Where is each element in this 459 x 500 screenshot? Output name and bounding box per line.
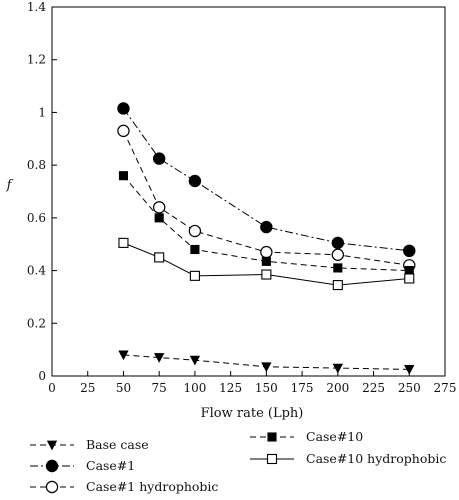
axes-frame — [51, 6, 446, 377]
data-point — [261, 256, 271, 266]
data-point — [188, 224, 202, 238]
legend-label: Case#10 — [306, 429, 363, 444]
series-case-10-hydrophobic — [118, 237, 415, 291]
data-point — [154, 353, 165, 363]
data-point — [189, 270, 200, 281]
series-base-case — [118, 350, 415, 375]
data-point — [118, 350, 129, 361]
y-axis-title: f — [6, 178, 14, 193]
data-point — [404, 273, 415, 284]
legend-label: Case#10 hydrophobic — [306, 451, 446, 466]
data-point — [261, 269, 272, 280]
data-point — [117, 124, 130, 138]
legend-marker — [45, 459, 59, 473]
x-tick-label: 75 — [152, 381, 167, 395]
series-line — [123, 130, 410, 266]
data-point — [333, 263, 343, 273]
data-point — [118, 171, 129, 181]
x-tick-label: 225 — [362, 381, 385, 395]
y-tick-label: 1.4 — [27, 0, 46, 14]
series-case-1 — [117, 102, 416, 258]
legend-item: Case#1 — [30, 458, 135, 473]
x-tick-label: 125 — [219, 381, 242, 395]
data-point — [331, 236, 345, 250]
x-tick-label: 275 — [434, 381, 457, 395]
data-point — [404, 365, 415, 375]
data-point — [403, 244, 416, 258]
x-tick-label: 250 — [398, 381, 421, 395]
data-point — [332, 280, 343, 291]
legend-marker — [267, 432, 277, 442]
x-tick-label: 25 — [80, 381, 95, 395]
y-tick-label: 1.2 — [27, 53, 46, 67]
data-point — [332, 363, 343, 374]
series-case-1-hydrophobic — [117, 124, 416, 272]
data-point — [404, 266, 414, 276]
y-tick-label: 0 — [38, 369, 46, 383]
data-point — [154, 252, 165, 263]
data-point — [260, 245, 273, 259]
data-point — [152, 201, 166, 214]
y-tick-label: 0.8 — [27, 158, 46, 172]
legend-label: Case#1 hydrophobic — [86, 479, 218, 494]
legend-item: Case#10 hydrophobic — [250, 451, 446, 466]
data-point — [331, 248, 345, 261]
legend-item: Case#1 hydrophobic — [30, 479, 218, 494]
data-point — [189, 355, 201, 366]
legend-label: Base case — [86, 437, 149, 452]
y-tick-label: 0.6 — [27, 211, 46, 225]
data-point — [154, 213, 164, 223]
x-axis-title: Flow rate (Lph) — [201, 406, 304, 421]
data-point — [118, 237, 129, 248]
y-tick-label: 0.4 — [27, 264, 46, 278]
data-point — [261, 362, 272, 373]
plot-area: 0 25 50 75 100 125 150 175 200 225 250 275 0 0.2 0.4 0.… — [27, 0, 457, 395]
x-tick-label: 100 — [183, 381, 206, 395]
legend-marker — [45, 480, 59, 494]
x-tick-label: 200 — [326, 381, 349, 395]
x-tick-label: 150 — [255, 381, 278, 395]
legend-item: Base case — [30, 437, 149, 452]
legend-marker — [46, 440, 58, 451]
y-tick-label: 1 — [38, 105, 46, 119]
legend-item: Case#10 — [250, 429, 363, 444]
data-point — [117, 102, 130, 115]
data-point — [152, 152, 166, 165]
x-tick-label: 175 — [291, 381, 314, 395]
data-point — [260, 220, 273, 234]
series-case-10 — [118, 171, 414, 276]
x-tick-label: 0 — [48, 381, 56, 395]
legend-label: Case#1 — [86, 458, 135, 473]
x-tick-label: 50 — [116, 381, 131, 395]
legend-marker — [266, 453, 278, 465]
data-point — [190, 244, 200, 255]
legend: Base case Case#1 Case#1 hydrophobic Case#10… — [30, 429, 446, 494]
series-line — [123, 242, 410, 286]
data-point — [188, 174, 202, 188]
series-line — [123, 108, 410, 252]
y-tick-label: 0.2 — [27, 316, 46, 330]
